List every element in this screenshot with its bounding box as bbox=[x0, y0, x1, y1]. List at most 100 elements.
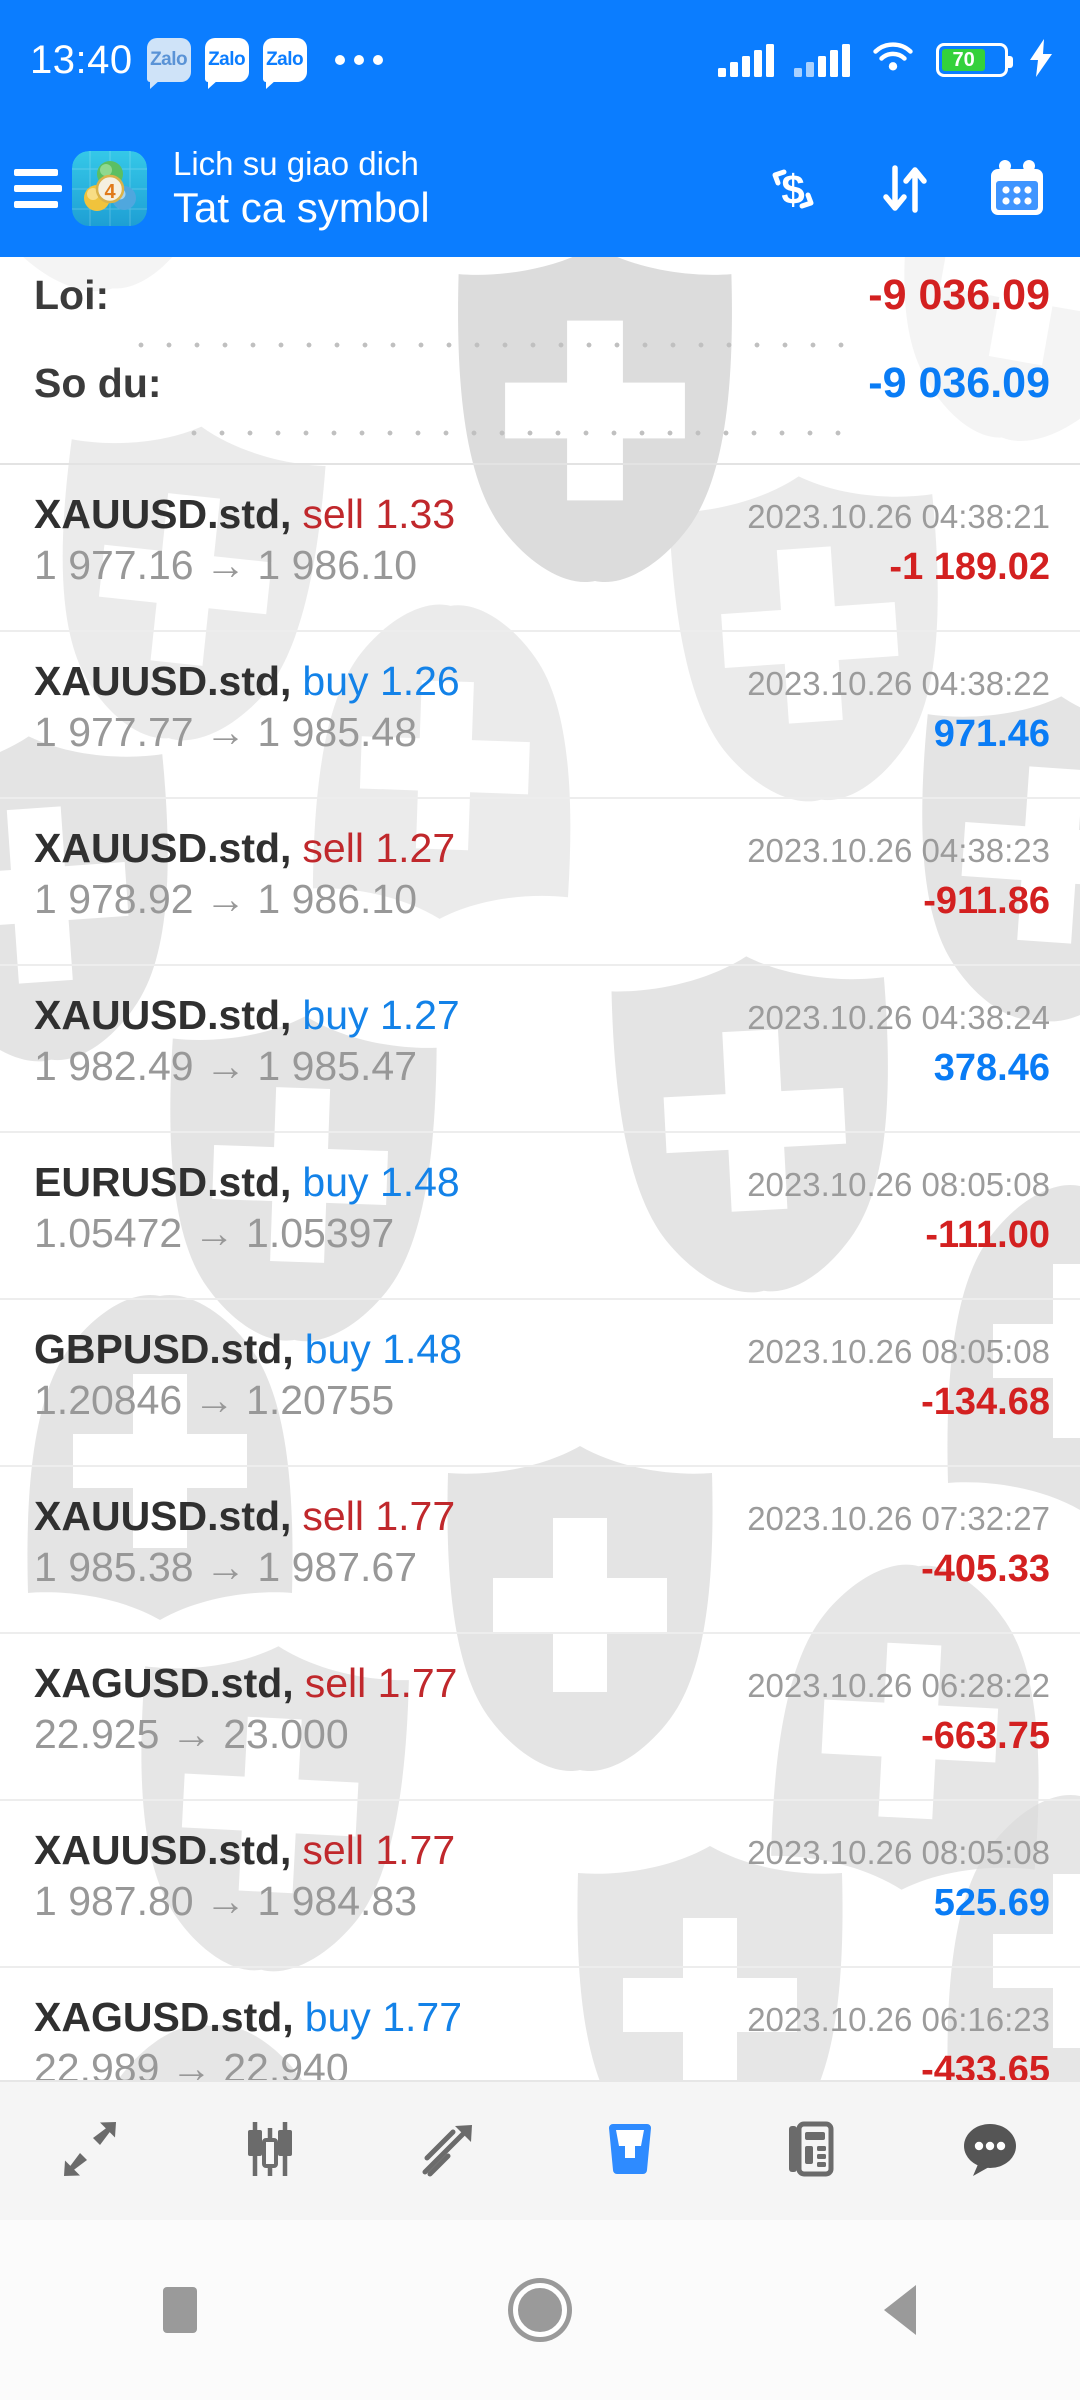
deal-row[interactable]: EURUSD.std, buy 1.48 2023.10.26 08:05:08 1.… bbox=[0, 1133, 1080, 1300]
deal-open-price: 1 982.49 bbox=[34, 1043, 194, 1089]
tab-charts[interactable] bbox=[180, 2082, 360, 2220]
dotted-leader bbox=[127, 341, 855, 349]
deal-time: 2023.10.26 07:32:27 bbox=[747, 1500, 1050, 1537]
deal-row[interactable]: XAUUSD.std, sell 1.33 2023.10.26 04:38:21 1… bbox=[0, 465, 1080, 632]
deal-operation-type: buy bbox=[302, 992, 369, 1038]
deal-prices: 1.20846 → 1.20755 bbox=[34, 1377, 394, 1424]
zalo-notification-label: Zalo bbox=[150, 49, 188, 70]
deal-close-price: 1.20755 bbox=[246, 1377, 395, 1423]
deposit-funds-icon[interactable]: $ bbox=[760, 156, 826, 222]
deal-close-price: 1 986.10 bbox=[257, 542, 418, 588]
deal-time: 2023.10.26 04:38:23 bbox=[747, 832, 1050, 869]
deal-row[interactable]: XAUUSD.std, sell 1.27 2023.10.26 04:38:23 1… bbox=[0, 799, 1080, 966]
tab-chat[interactable] bbox=[900, 2082, 1080, 2220]
wifi-icon bbox=[870, 40, 916, 81]
tab-history[interactable] bbox=[540, 2082, 720, 2220]
summary-value: -9 036.09 bbox=[868, 359, 1050, 407]
status-bar-right: 70 bbox=[718, 38, 1054, 82]
deal-profit: 525.69 bbox=[933, 1882, 1050, 1924]
svg-text:4: 4 bbox=[104, 181, 116, 203]
deal-profit: -911.86 bbox=[923, 880, 1050, 922]
deal-symbol: XAUUSD.std, bbox=[34, 1493, 292, 1539]
deal-close-price: 23.000 bbox=[223, 1711, 349, 1757]
deal-row[interactable]: GBPUSD.std, buy 1.48 2023.10.26 08:05:08 1.… bbox=[0, 1300, 1080, 1467]
header-subtitle: Lich su giao dich bbox=[173, 144, 419, 182]
deal-profit: 378.46 bbox=[933, 1047, 1050, 1089]
price-arrow-icon: → bbox=[205, 1043, 247, 1089]
deal-profit: -1 189.02 bbox=[889, 546, 1050, 588]
deal-time: 2023.10.26 08:05:08 bbox=[747, 1333, 1050, 1370]
deal-symbol: EURUSD.std, bbox=[34, 1159, 292, 1205]
deal-operation-type: sell bbox=[304, 1660, 367, 1706]
chat-bubble-icon bbox=[955, 2114, 1025, 2189]
deal-operation-type: buy bbox=[304, 1994, 371, 2040]
deal-open-price: 1 977.16 bbox=[34, 542, 194, 588]
home-button[interactable] bbox=[360, 2283, 720, 2337]
dotted-leader bbox=[179, 429, 855, 437]
tab-news[interactable] bbox=[720, 2082, 900, 2220]
deal-row[interactable]: XAUUSD.std, buy 1.26 2023.10.26 04:38:22 1 … bbox=[0, 632, 1080, 799]
deal-row[interactable]: XAUUSD.std, buy 1.27 2023.10.26 04:38:24 1 … bbox=[0, 966, 1080, 1133]
deal-time: 2023.10.26 08:05:08 bbox=[747, 1834, 1050, 1871]
deal-operation-type: buy bbox=[302, 1159, 369, 1205]
deal-operation-type: sell bbox=[302, 1493, 364, 1539]
deal-operation: buy 1.48 bbox=[305, 1326, 462, 1373]
status-clock: 13:40 bbox=[30, 37, 133, 82]
header-titles: Lich su giao dich Tat ca symbol bbox=[173, 144, 430, 232]
candlestick-chart-icon bbox=[235, 2114, 305, 2189]
deal-operation: buy 1.77 bbox=[305, 1994, 462, 2041]
deal-volume: 1.48 bbox=[379, 1159, 460, 1205]
deal-open-price: 1 985.38 bbox=[34, 1544, 194, 1590]
deal-row[interactable]: XAUUSD.std, sell 1.77 2023.10.26 07:32:27 1… bbox=[0, 1467, 1080, 1634]
signal-bars-icon bbox=[794, 43, 850, 77]
deal-volume: 1.26 bbox=[379, 658, 460, 704]
deal-profit: -663.75 bbox=[921, 1715, 1050, 1757]
deal-close-price: 1 985.48 bbox=[257, 709, 418, 755]
hamburger-menu-icon[interactable] bbox=[10, 169, 68, 208]
deal-operation-type: sell bbox=[302, 825, 364, 871]
account-summary: Loi: -9 036.09 So du: -9 036.09 bbox=[0, 257, 1080, 457]
price-arrow-icon: → bbox=[205, 1878, 247, 1924]
deal-operation: buy 1.48 bbox=[302, 1159, 459, 1206]
deal-symbol: XAUUSD.std, bbox=[34, 825, 292, 871]
deal-prices: 1 977.77 → 1 985.48 bbox=[34, 709, 417, 756]
deal-open-price: 1 977.77 bbox=[34, 709, 194, 755]
page-title: Tat ca symbol bbox=[173, 184, 430, 232]
header-actions: $ bbox=[760, 156, 1058, 222]
deal-operation: sell 1.33 bbox=[302, 491, 455, 538]
deal-prices: 1 978.92 → 1 986.10 bbox=[34, 876, 417, 923]
price-arrow-icon: → bbox=[205, 876, 247, 922]
deal-time: 2023.10.26 08:05:08 bbox=[747, 1166, 1050, 1203]
deal-close-price: 1 986.10 bbox=[257, 876, 418, 922]
deal-row[interactable]: XAGUSD.std, sell 1.77 2023.10.26 06:28:22 2… bbox=[0, 1634, 1080, 1801]
bottom-tab-bar bbox=[0, 2080, 1080, 2220]
deal-symbol: XAGUSD.std, bbox=[34, 1660, 294, 1706]
deal-history-list: XAUUSD.std, sell 1.33 2023.10.26 04:38:21 1… bbox=[0, 465, 1080, 2135]
sort-arrows-icon[interactable] bbox=[872, 156, 938, 222]
tab-trade[interactable] bbox=[360, 2082, 540, 2220]
deal-volume: 1.77 bbox=[375, 1493, 456, 1539]
deal-volume: 1.77 bbox=[375, 1827, 456, 1873]
news-paper-icon bbox=[775, 2114, 845, 2189]
deal-close-price: 1 987.67 bbox=[257, 1544, 418, 1590]
deal-operation-type: buy bbox=[302, 658, 369, 704]
recents-square-icon bbox=[163, 2287, 197, 2333]
deal-open-price: 1 978.92 bbox=[34, 876, 194, 922]
deal-operation: sell 1.77 bbox=[305, 1660, 458, 1707]
deal-operation-type: sell bbox=[302, 491, 364, 537]
deal-volume: 1.77 bbox=[377, 1660, 458, 1706]
recents-button[interactable] bbox=[0, 2287, 360, 2333]
deal-open-price: 1.20846 bbox=[34, 1377, 183, 1423]
deal-close-price: 1 985.47 bbox=[257, 1043, 418, 1089]
tab-quotes[interactable] bbox=[0, 2082, 180, 2220]
zalo-notification-label: Zalo bbox=[208, 49, 246, 70]
back-button[interactable] bbox=[720, 2285, 1080, 2335]
deal-operation-type: buy bbox=[304, 1326, 371, 1372]
deal-open-price: 1.05472 bbox=[34, 1210, 183, 1256]
deal-row[interactable]: XAUUSD.std, sell 1.77 2023.10.26 08:05:08 1… bbox=[0, 1801, 1080, 1968]
app-header: 4 Lich su giao dich Tat ca symbol $ bbox=[0, 120, 1080, 257]
calendar-icon[interactable] bbox=[984, 156, 1050, 222]
zalo-notification-icon: Zalo bbox=[204, 38, 249, 89]
deal-prices: 1 987.80 → 1 984.83 bbox=[34, 1878, 417, 1925]
